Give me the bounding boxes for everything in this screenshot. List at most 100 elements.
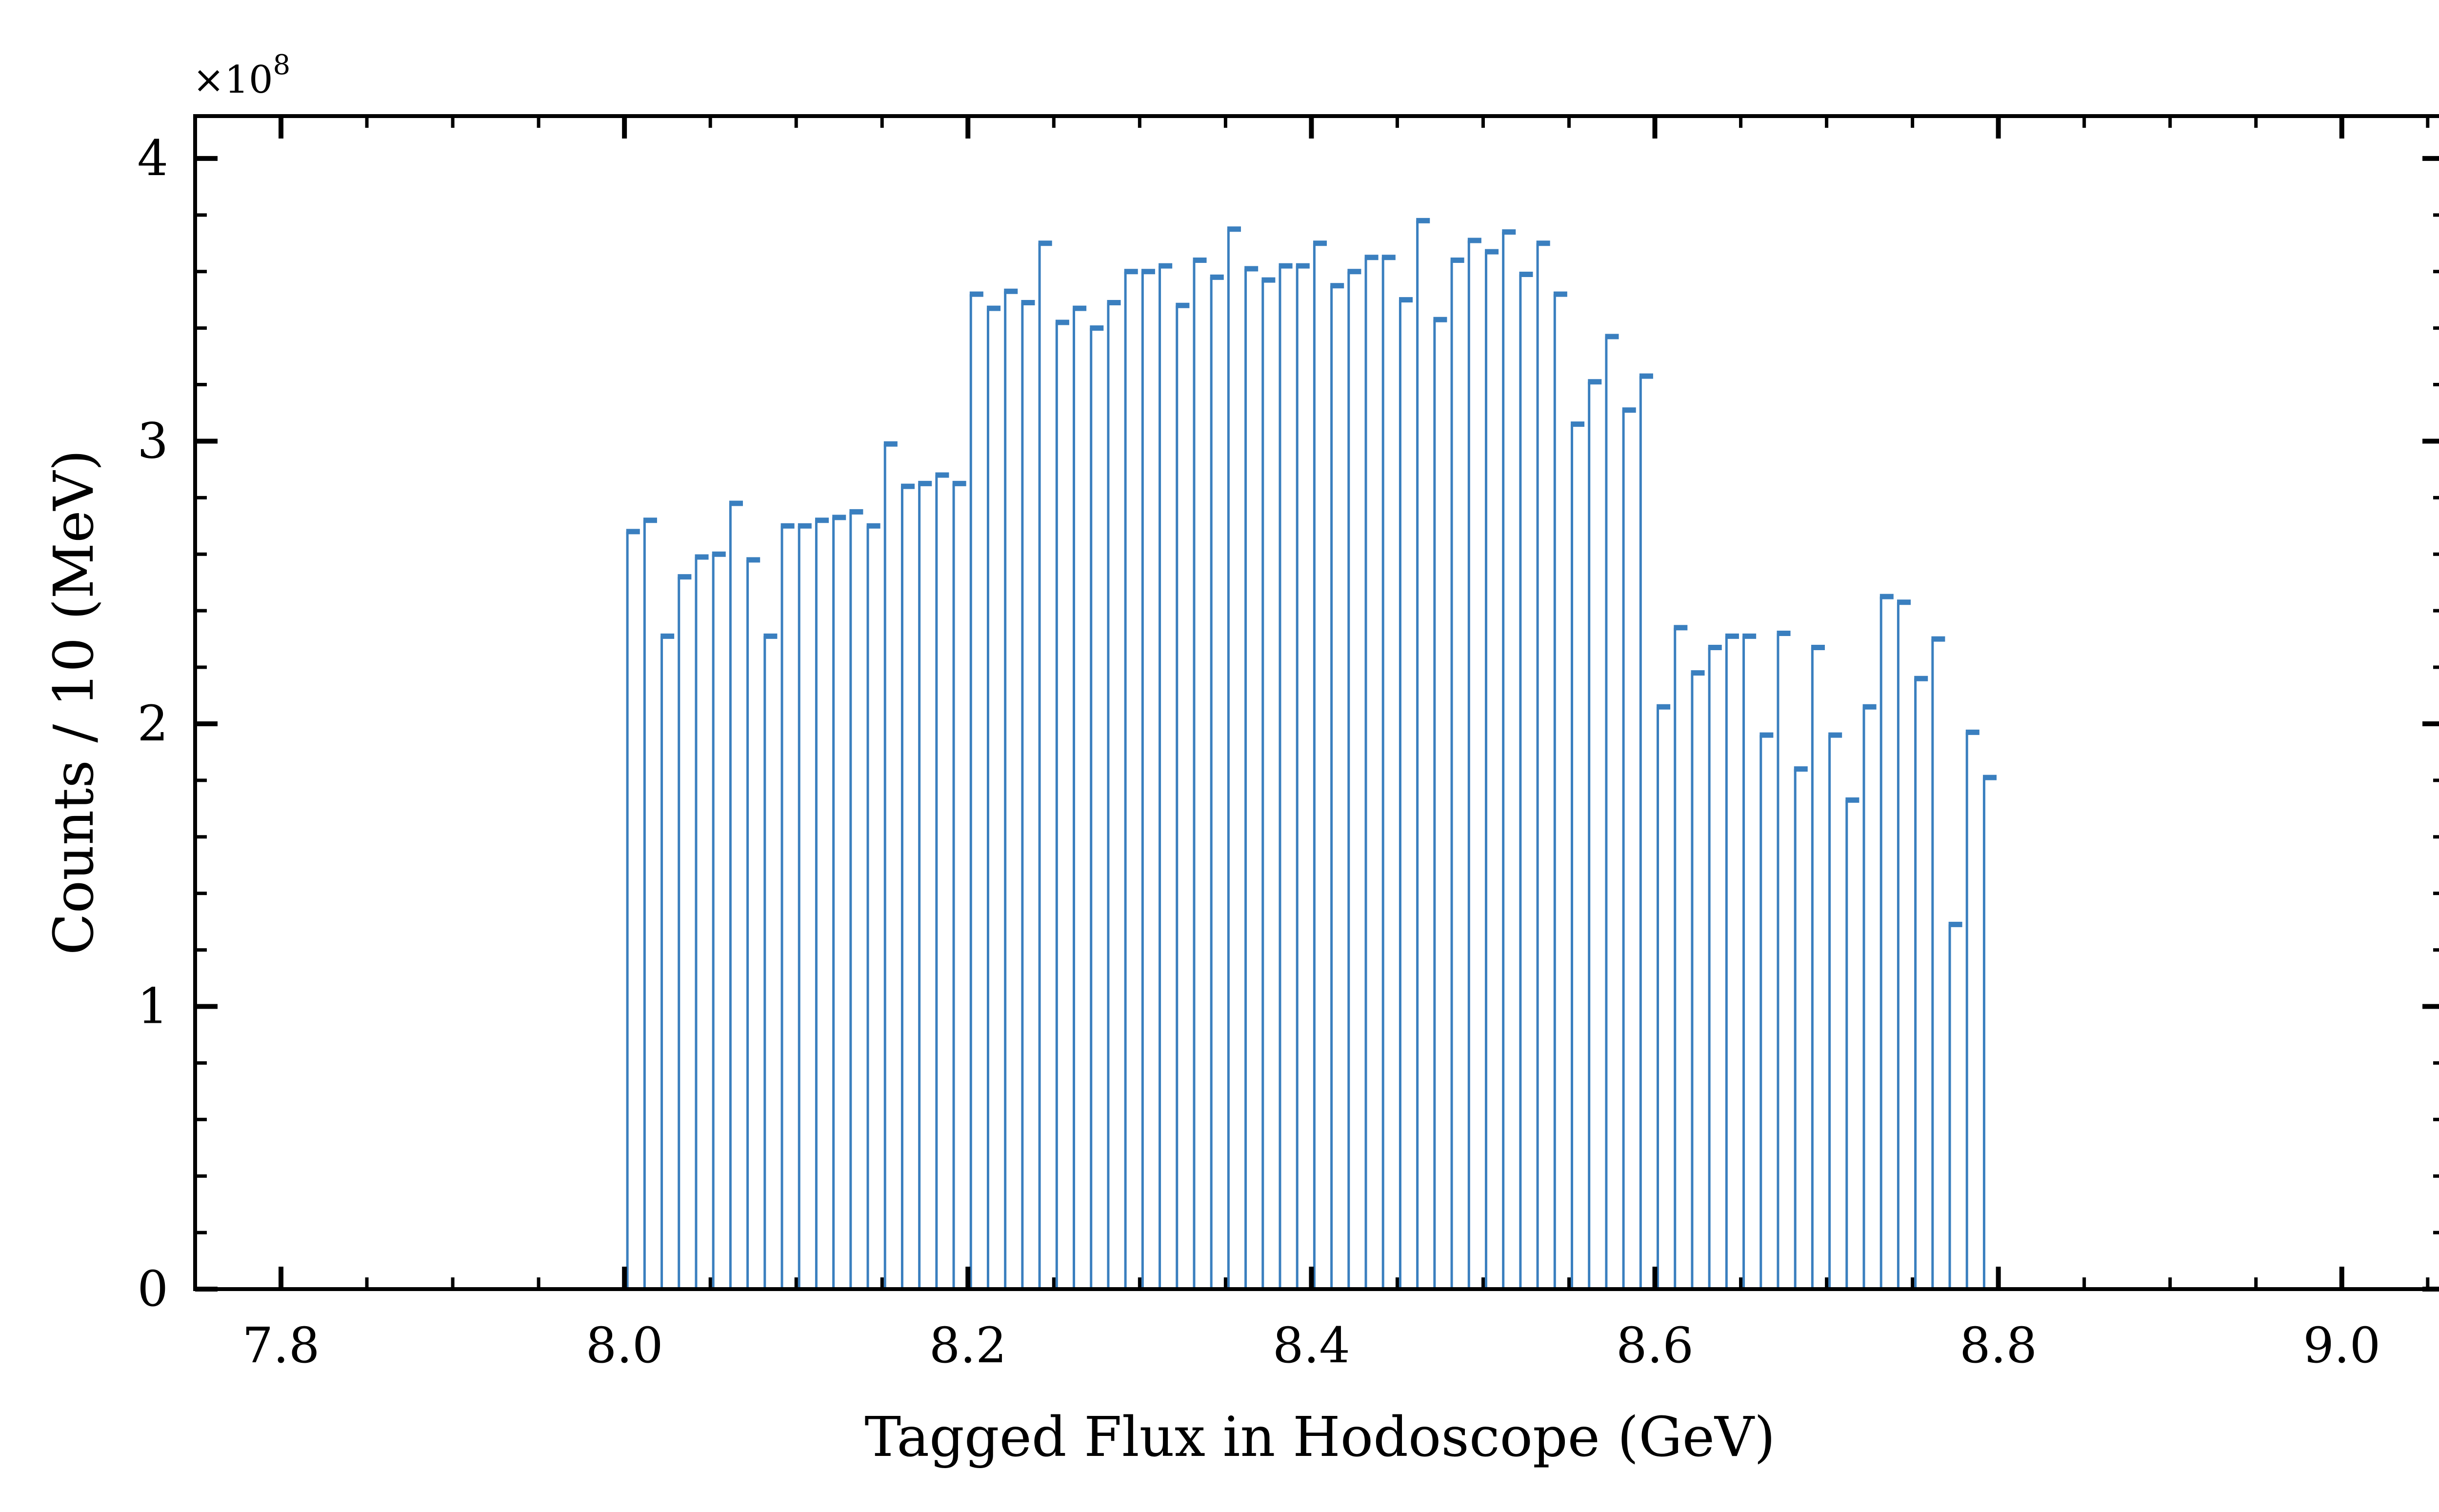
- histogram-bar: [1090, 325, 1104, 1289]
- histogram-bar: [1965, 729, 1979, 1289]
- y-tick-label: 2: [137, 695, 168, 752]
- histogram-bar: [1536, 240, 1550, 1289]
- histogram-bar: [660, 633, 675, 1289]
- y-tick-label: 0: [137, 1260, 168, 1317]
- histogram-bar: [832, 515, 846, 1289]
- histogram-bar: [1794, 766, 1808, 1289]
- histogram-bar: [1279, 263, 1293, 1289]
- y-multiplier-base: ×10: [193, 58, 273, 102]
- histogram-bar: [678, 574, 692, 1289]
- histogram-bar: [1982, 775, 1997, 1289]
- histogram-bar: [1897, 599, 1911, 1289]
- histogram-bar: [986, 305, 1001, 1289]
- histogram-bar: [1244, 266, 1259, 1289]
- x-tick-label: 8.6: [1616, 1317, 1694, 1374]
- histogram-bar: [1519, 272, 1533, 1289]
- histogram-bar: [1313, 240, 1327, 1289]
- histogram-bar: [695, 554, 709, 1289]
- histogram-bar: [815, 517, 829, 1289]
- histogram-bar: [1845, 797, 1859, 1289]
- histogram-bar: [900, 483, 915, 1289]
- histogram-bar: [1708, 644, 1722, 1289]
- x-tick-label: 7.8: [242, 1317, 320, 1374]
- histogram-bar: [883, 441, 898, 1289]
- histogram-bar: [969, 291, 983, 1289]
- histogram-bar: [1811, 644, 1825, 1289]
- histogram-bar: [1055, 319, 1069, 1289]
- y-tick-label: 1: [137, 977, 168, 1035]
- x-axis-label: Tagged Flux in Hodoscope (GeV): [864, 1406, 1775, 1469]
- histogram-bar: [1467, 238, 1481, 1289]
- data-series: [626, 218, 1997, 1289]
- histogram-bar: [1073, 305, 1087, 1289]
- histogram-bar: [1433, 317, 1447, 1289]
- histogram-bar: [1570, 421, 1585, 1289]
- histogram-bar: [780, 523, 795, 1289]
- plot-frame: [193, 114, 2439, 1291]
- histogram-bar: [1657, 704, 1671, 1289]
- histogram-bar: [643, 517, 657, 1289]
- histogram-bar: [1862, 704, 1877, 1289]
- histogram-bar: [1914, 676, 1928, 1289]
- histogram-bar: [1553, 291, 1567, 1289]
- histogram-bar: [1416, 218, 1430, 1289]
- histogram-bar: [1021, 299, 1035, 1289]
- histogram-bar: [1691, 670, 1705, 1289]
- histogram-bar: [1502, 229, 1516, 1289]
- histogram-bar: [798, 523, 812, 1289]
- histogram-bar: [866, 523, 880, 1289]
- histogram-bar: [1227, 226, 1241, 1289]
- histogram-bar: [1347, 269, 1361, 1289]
- histogram-bar: [1484, 249, 1499, 1289]
- y-tick-label: 3: [137, 412, 168, 469]
- histogram-bar: [1381, 255, 1396, 1289]
- histogram-bar: [1622, 407, 1636, 1289]
- histogram-bar: [1004, 288, 1018, 1289]
- histogram-bar: [1296, 263, 1310, 1289]
- histogram-bar: [1450, 258, 1464, 1289]
- histogram-bar: [1828, 732, 1842, 1289]
- histogram-bar: [1759, 732, 1774, 1289]
- x-tick-label: 9.0: [2303, 1317, 2380, 1374]
- histogram-bar: [1124, 269, 1138, 1289]
- histogram-bar: [1330, 283, 1344, 1289]
- histogram-bar: [763, 633, 778, 1289]
- histogram-bar: [1176, 302, 1190, 1289]
- histogram-bar: [1742, 633, 1757, 1289]
- histogram-bar: [626, 529, 640, 1289]
- histogram-bar: [1879, 594, 1894, 1289]
- histogram-bar: [1193, 258, 1207, 1289]
- histogram-bar: [1399, 297, 1413, 1289]
- x-tick-label: 8.4: [1273, 1317, 1350, 1374]
- histogram-bar: [1159, 263, 1173, 1289]
- y-axis-multiplier: ×108: [193, 49, 290, 102]
- histogram-bar: [1141, 269, 1155, 1289]
- y-tick-label: 4: [137, 130, 168, 187]
- histogram-bar: [918, 480, 932, 1289]
- histogram-bar: [849, 509, 863, 1289]
- histogram-bar: [1588, 379, 1602, 1289]
- y-axis-label: Counts / 10 (MeV): [42, 450, 106, 955]
- histogram-bar: [1364, 255, 1379, 1289]
- histogram-bar: [729, 500, 743, 1289]
- histogram-bar: [1261, 277, 1276, 1289]
- x-tick-label: 8.2: [929, 1317, 1007, 1374]
- x-tick-label: 8.8: [1959, 1317, 2037, 1374]
- histogram-bar: [1038, 240, 1052, 1289]
- histogram-bar: [1931, 636, 1945, 1289]
- histogram-bar: [746, 557, 760, 1289]
- tick-labels: 7.8 8.0 8.2 8.4 8.6 8.8 9.0 0 1 2 3 4: [137, 130, 2380, 1374]
- histogram-bar: [1674, 625, 1688, 1289]
- histogram-bar: [1210, 274, 1224, 1289]
- histogram-bar: [1777, 631, 1791, 1289]
- histogram-bar: [1725, 633, 1739, 1289]
- histogram-bar: [1107, 299, 1121, 1289]
- x-tick-label: 8.0: [586, 1317, 663, 1374]
- axis-ticks: [193, 116, 2439, 1292]
- histogram-bar: [1639, 373, 1653, 1289]
- y-multiplier-exponent: 8: [273, 49, 291, 81]
- histogram-bar: [952, 480, 966, 1289]
- histogram-bar: [935, 472, 949, 1289]
- histogram-bar: [1605, 334, 1619, 1289]
